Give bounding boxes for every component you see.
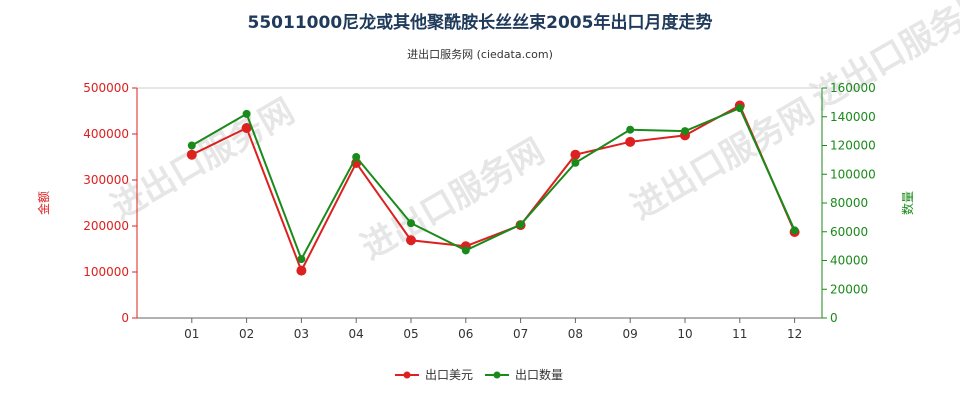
series-2-point — [242, 109, 251, 118]
x-tick-label: 11 — [732, 327, 747, 341]
right-tick-label: 100000 — [830, 167, 876, 181]
series-line-1 — [191, 104, 796, 274]
watermark-3: 进出口服务网 — [625, 91, 822, 228]
x-tick-label: 05 — [403, 327, 418, 341]
x-tick-label: 06 — [458, 327, 473, 341]
legend-swatch-marker — [493, 371, 501, 379]
series-2-point — [352, 153, 361, 161]
x-tick-label: 10 — [677, 327, 692, 341]
right-tick-label: 0 — [830, 311, 838, 325]
watermark-2: 进出口服务网 — [355, 131, 552, 268]
left-tick-label: 200000 — [83, 219, 129, 233]
series-2-point — [461, 246, 470, 255]
series-1-point — [570, 149, 581, 160]
watermark-1: 进出口服务网 — [105, 91, 302, 228]
series-2-point — [297, 255, 306, 264]
legend-swatch-marker — [403, 371, 411, 379]
x-tick-label: 02 — [239, 327, 254, 341]
left-axis: 0 100000 200000 300000 400000 500000 金额 — [36, 81, 138, 325]
series-2-point — [407, 219, 415, 228]
series-2-point — [571, 158, 580, 167]
x-tick-label: 01 — [184, 327, 199, 341]
series-1-point — [241, 123, 252, 134]
legend-label: 出口美元 — [425, 368, 473, 382]
series-2-point — [516, 220, 525, 229]
x-tick-label: 09 — [623, 327, 638, 341]
x-tick-label: 08 — [568, 327, 583, 341]
series-1-point — [296, 265, 307, 276]
x-axis: 01 02 03 04 05 06 07 08 09 10 11 12 — [137, 317, 822, 341]
series-2-point — [790, 226, 799, 235]
series-line-2 — [191, 106, 796, 262]
series-2-point — [187, 141, 196, 150]
series-2-point — [626, 125, 635, 134]
left-tick-label: 500000 — [83, 81, 129, 95]
right-tick-label: 120000 — [830, 139, 876, 153]
x-tick-label: 03 — [294, 327, 309, 341]
right-tick-label: 160000 — [830, 81, 876, 95]
left-tick-label: 400000 — [83, 127, 129, 141]
watermark-4: 进出口服务网 — [805, 0, 960, 118]
right-axis: 0 20000 40000 60000 80000 100000 120000 140000 1… — [821, 81, 915, 325]
series-1-point — [406, 235, 416, 246]
x-tick-label: 12 — [787, 327, 802, 341]
legend-label: 出口数量 — [515, 367, 563, 382]
left-tick-label: 100000 — [83, 265, 129, 279]
series-2-point — [681, 127, 689, 136]
x-tick-label: 04 — [349, 327, 364, 341]
right-tick-label: 20000 — [830, 282, 868, 296]
right-tick-label: 140000 — [830, 110, 876, 124]
left-tick-label: 300000 — [83, 173, 129, 187]
right-tick-label: 40000 — [830, 254, 868, 268]
x-tick-label: 07 — [513, 327, 528, 341]
legend: 出口美元 出口数量 — [395, 367, 563, 382]
right-tick-label: 60000 — [830, 225, 868, 239]
left-tick-label: 0 — [121, 311, 129, 325]
series-1-point — [625, 136, 636, 147]
chart-title: 55011000尼龙或其他聚酰胺长丝丝束2005年出口月度走势 — [248, 12, 713, 33]
series-layer — [186, 100, 800, 276]
left-axis-label: 金额 — [36, 191, 51, 215]
right-axis-label: 数量 — [900, 191, 915, 215]
series-2-point — [735, 104, 744, 113]
series-1-point — [186, 149, 197, 160]
right-tick-label: 80000 — [830, 196, 868, 210]
chart-subtitle: 进出口服务网 (ciedata.com) — [407, 47, 553, 61]
